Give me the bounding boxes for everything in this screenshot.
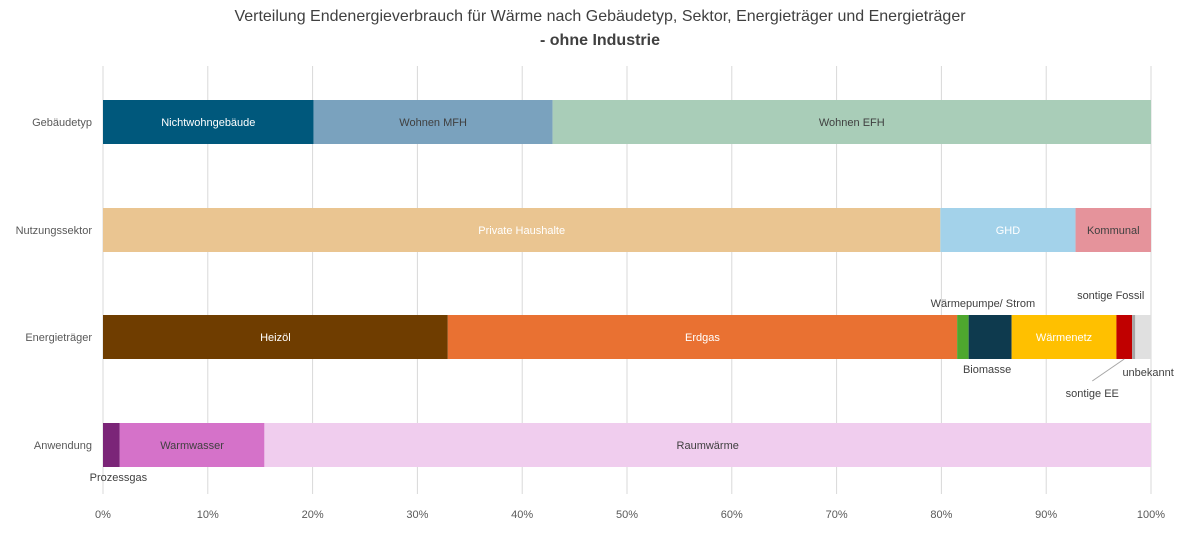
data-label-biomasse: Biomasse: [963, 364, 1011, 376]
bar-segment-unbekannt: [1135, 315, 1151, 359]
bar-segment-wohnen-mfh: [313, 100, 553, 144]
bar-segment-heizoel: [103, 315, 448, 359]
chart-subtitle: - ohne Industrie: [540, 32, 660, 49]
data-label-prozessgas: Prozessgas: [90, 472, 148, 484]
data-label-kommunal: Kommunal: [1087, 225, 1140, 237]
data-label-wohnen-mfh: Wohnen MFH: [399, 117, 467, 129]
x-tick-label: 40%: [511, 509, 533, 521]
x-tick-label: 100%: [1137, 509, 1165, 521]
data-label-sontige-ee: sontige EE: [1066, 388, 1119, 400]
data-label-waermepumpe-strom: Wärmepumpe/ Strom: [931, 298, 1036, 310]
category-label: Anwendung: [34, 440, 92, 452]
bar-segment-sontige-ee: [1116, 315, 1133, 359]
x-tick-label: 50%: [616, 509, 638, 521]
bar-segment-prozessgas: [103, 423, 120, 467]
data-label-wohnen-efh: Wohnen EFH: [819, 117, 885, 129]
bar-segment-waermepumpe-strom: [957, 315, 969, 359]
bar-segment-kommunal: [1075, 208, 1151, 252]
category-label: Nutzungssektor: [16, 225, 93, 237]
bar-segment-private-haushalte: [103, 208, 941, 252]
bar-segment-raumwaerme: [264, 423, 1152, 467]
data-label-erdgas: Erdgas: [685, 332, 720, 344]
data-label-warmwasser: Warmwasser: [160, 440, 224, 452]
x-tick-label: 70%: [826, 509, 848, 521]
bar-segment-nichtwohngebaeude: [103, 100, 314, 144]
category-label: Energieträger: [25, 332, 92, 344]
data-label-raumwaerme: Raumwärme: [677, 440, 739, 452]
leader-line-sontige-ee: [1091, 358, 1125, 382]
x-tick-label: 80%: [930, 509, 952, 521]
bar-segment-erdgas: [447, 315, 958, 359]
data-label-unbekannt: unbekannt: [1122, 367, 1173, 379]
x-tick-label: 20%: [302, 509, 324, 521]
data-label-heizoel: Heizöl: [260, 332, 291, 344]
data-label-private-haushalte: Private Haushalte: [478, 225, 565, 237]
bar-segment-sontige-fossil: [1132, 315, 1136, 359]
bar-segment-waermenetz: [1011, 315, 1117, 359]
bar-segment-warmwasser: [119, 423, 265, 467]
data-label-nichtwohngebaeude: Nichtwohngebäude: [161, 117, 255, 129]
x-tick-label: 90%: [1035, 509, 1057, 521]
x-tick-label: 30%: [406, 509, 428, 521]
x-tick-label: 10%: [197, 509, 219, 521]
chart-title: Verteilung Endenergieverbrauch für Wärme…: [234, 8, 966, 25]
data-label-waermenetz: Wärmenetz: [1036, 332, 1092, 344]
bar-segment-ghd: [940, 208, 1076, 252]
bar-segment-biomasse: [968, 315, 1012, 359]
data-label-sontige-fossil: sontige Fossil: [1077, 290, 1144, 302]
data-label-ghd: GHD: [996, 225, 1021, 237]
category-label: Gebäudetyp: [32, 117, 92, 129]
bar-segment-wohnen-efh: [552, 100, 1151, 144]
x-tick-label: 60%: [721, 509, 743, 521]
x-tick-label: 0%: [95, 509, 111, 521]
